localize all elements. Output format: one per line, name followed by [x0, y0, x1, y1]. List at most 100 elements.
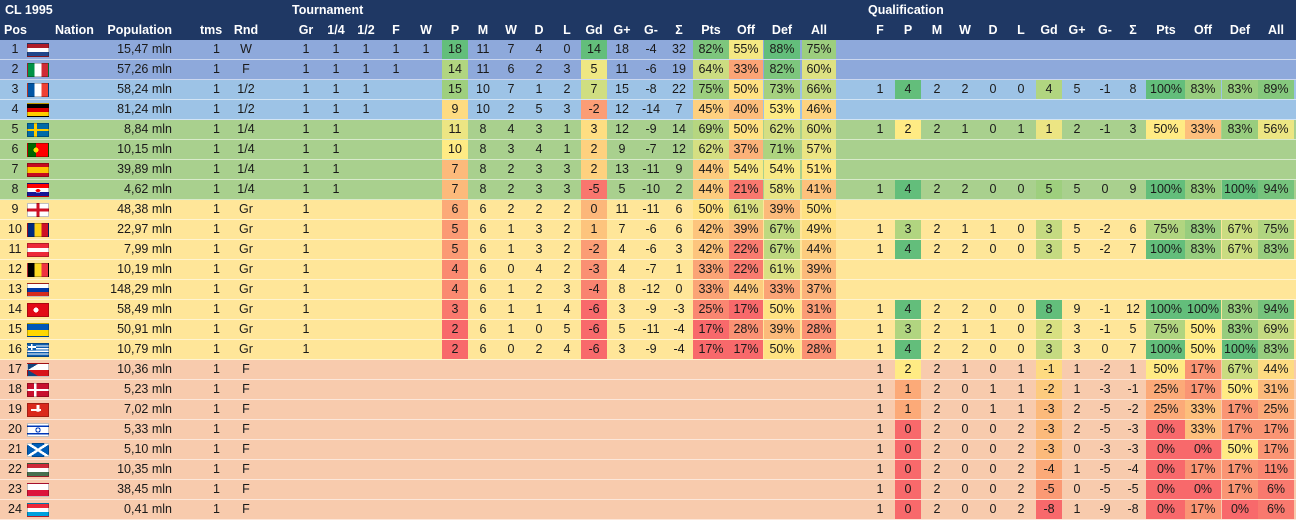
qual-cell-gm: -3 [1099, 442, 1111, 456]
cell-s [353, 300, 379, 319]
cell-pop: 48,38 mln [117, 202, 172, 216]
cell-off: 22% [729, 240, 763, 259]
qual-cell-pts: 25% [1146, 380, 1186, 399]
cell-p: 7 [442, 180, 468, 199]
cell-off: 40% [729, 100, 763, 119]
qual-cell-all: 17% [1258, 420, 1294, 439]
cell-gm: -6 [645, 222, 657, 236]
cell-p: 18 [442, 40, 468, 59]
qual-cell-l: 1 [1017, 382, 1025, 396]
table-row: 3 58,24 mln 1 1/2 1 1 1 15 10 7 1 2 7 15 -8 22 75% 50% 73%… [0, 80, 1296, 100]
cell-def: 33% [764, 280, 800, 299]
cell-gd: -6 [581, 320, 607, 339]
qual-cell-gm: -3 [1099, 382, 1111, 396]
qual-cell-sum: -4 [1127, 462, 1139, 476]
cell-win: 1 [507, 242, 515, 256]
table-row: 11 7,99 mln 1 Gr 1 5 6 1 3 2 -2 4 -6 3 42% 22% 67% 44% 1 4 2… [0, 240, 1296, 260]
cell-f [383, 320, 409, 339]
qual-cell-f: 1 [876, 442, 884, 456]
qual-cell-w: 0 [961, 482, 969, 496]
col-header-gm: G- [644, 23, 658, 37]
qual-col-header-off: Off [1193, 23, 1213, 37]
col-header-w: W [420, 23, 432, 37]
cell-pts: 82% [693, 40, 729, 59]
qual-cell-f: 1 [876, 122, 884, 136]
cell-m: 6 [479, 262, 487, 276]
qual-cell-gm: -5 [1099, 422, 1111, 436]
cell-l: 3 [563, 102, 571, 116]
cell-gp: 3 [618, 342, 626, 356]
cell-sum: 0 [675, 282, 683, 296]
qual-cell-f: 1 [876, 402, 884, 416]
qual-cell-def: 83% [1222, 80, 1258, 99]
cell-def: 39% [764, 200, 800, 219]
cell-q: 1 [332, 42, 340, 56]
qual-cell-gm: -2 [1099, 362, 1111, 376]
table-row: 20 5,33 mln 1 F 1 0 2 0 0 2 -3 2 -5 -3 0% 33% 17% 17% [0, 420, 1296, 440]
qual-cell-all: 69% [1258, 320, 1294, 339]
qual-col-header-sum: Σ [1129, 23, 1137, 37]
cell-s [353, 260, 379, 279]
cell-pos: 12 [8, 262, 22, 276]
cell-gm: -11 [642, 162, 660, 176]
cell-win: 0 [507, 342, 515, 356]
cell-w [413, 280, 439, 299]
cell-pos: 10 [8, 222, 22, 236]
cell-pts: 44% [693, 180, 729, 199]
qual-cell-gd: -2 [1036, 380, 1062, 399]
cell-m: 6 [479, 202, 487, 216]
cell-m: 6 [479, 282, 487, 296]
cell-off: 50% [729, 80, 763, 99]
flag-nld-icon [27, 43, 49, 57]
cell-gd: -6 [581, 300, 607, 319]
cell-pos: 22 [8, 462, 22, 476]
cell-tms: 1 [213, 42, 220, 56]
cell-q [323, 340, 349, 359]
cell-w [413, 100, 439, 119]
qual-cell-l: 1 [1017, 402, 1025, 416]
cell-pos: 18 [8, 382, 22, 396]
cell-rnd: Gr [239, 242, 253, 256]
qual-cell-pts: 0% [1146, 500, 1186, 519]
qual-cell-off: 17% [1185, 460, 1221, 479]
cell-pos: 19 [8, 402, 22, 416]
cell-q [323, 240, 349, 259]
cell-p: 15 [442, 80, 468, 99]
qual-cell-d: 0 [989, 422, 997, 436]
qual-cell-gd: -5 [1036, 480, 1062, 499]
qual-cell-pts: 100% [1146, 180, 1186, 199]
cell-rnd: 1/4 [237, 162, 255, 176]
qual-col-header-gd: Gd [1040, 23, 1058, 37]
qual-cell-all: 6% [1258, 480, 1294, 499]
cell-gp: 12 [615, 102, 629, 116]
cell-all: 31% [802, 300, 836, 319]
qual-cell-d: 1 [989, 382, 997, 396]
qual-cell-d: 0 [989, 502, 997, 516]
qual-cell-f: 1 [876, 82, 884, 96]
qual-cell-f: 1 [876, 322, 884, 336]
cell-pop: 8,84 mln [124, 122, 172, 136]
qual-cell-f: 1 [876, 382, 884, 396]
cell-gd: 2 [581, 140, 607, 159]
cell-l: 3 [563, 182, 571, 196]
qual-cell-def: 17% [1222, 400, 1258, 419]
cell-rnd: Gr [239, 342, 253, 356]
qual-cell-all: 17% [1258, 440, 1294, 459]
qual-cell-m: 2 [933, 322, 941, 336]
cell-s [353, 280, 379, 299]
cell-pts: 62% [693, 140, 729, 159]
qual-cell-off: 50% [1185, 340, 1221, 359]
flag-ita-icon [27, 63, 49, 77]
qual-cell-gp: 2 [1073, 422, 1081, 436]
qual-cell-p: 0 [895, 420, 921, 439]
qual-cell-sum: 7 [1129, 242, 1137, 256]
flag-hrv-icon [27, 183, 49, 197]
table-row: 1 15,47 mln 1 W 1 1 1 1 1 18 11 7 4 0 14 18 -4 32 82% 55% 88… [0, 40, 1296, 60]
qual-cell-pts: 100% [1146, 300, 1186, 319]
cell-gd: -4 [581, 280, 607, 299]
cell-s [353, 200, 379, 219]
cell-d: 2 [535, 282, 543, 296]
cell-gd: 3 [581, 120, 607, 139]
qual-cell-gp: 3 [1073, 342, 1081, 356]
qual-cell-d: 0 [989, 122, 997, 136]
